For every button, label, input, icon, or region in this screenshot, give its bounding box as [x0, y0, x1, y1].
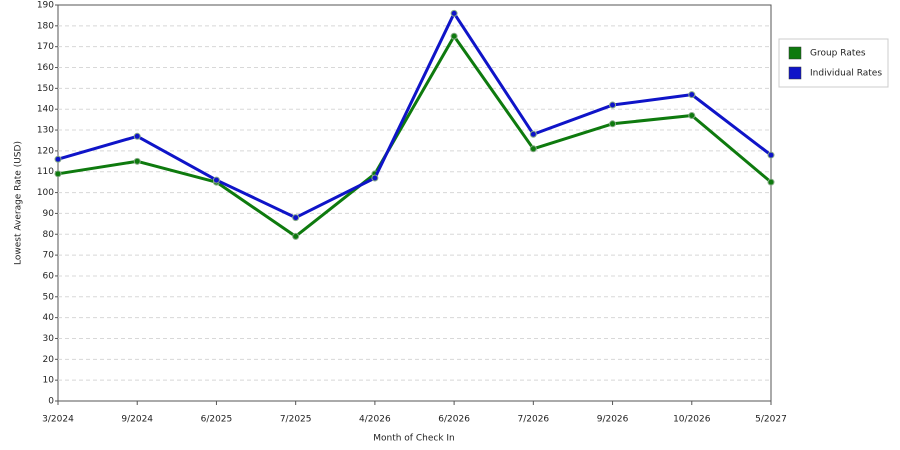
data-point: [609, 101, 617, 109]
data-point: [450, 32, 458, 40]
y-tick-label: 90: [43, 209, 55, 219]
data-point: [54, 170, 62, 178]
series-line: [57, 11, 772, 220]
x-tick-label: 10/2026: [673, 415, 711, 425]
y-tick-label: 70: [43, 251, 55, 261]
y-tick-label: 190: [37, 1, 54, 11]
x-tick-label: 6/2026: [438, 415, 470, 425]
data-point: [133, 132, 141, 140]
legend-label: Group Rates: [810, 49, 866, 59]
x-tick-label: 9/2026: [597, 415, 629, 425]
y-tick-label: 150: [37, 84, 54, 94]
y-tick-label: 80: [43, 230, 55, 240]
data-point: [54, 155, 62, 163]
series-line: [57, 34, 772, 238]
y-axis-label: Lowest Average Rate (USD): [14, 141, 24, 265]
x-tick-label: 7/2026: [517, 415, 549, 425]
legend-label: Individual Rates: [810, 69, 882, 79]
x-axis-label: Month of Check In: [373, 434, 455, 444]
x-tick-label: 3/2024: [42, 415, 74, 425]
x-tick-label: 7/2025: [280, 415, 312, 425]
y-tick-label: 50: [43, 292, 55, 302]
y-tick-label: 10: [43, 376, 55, 386]
y-tick-label: 20: [43, 355, 55, 365]
x-tick-label: 9/2024: [121, 415, 153, 425]
y-tick-label: 170: [37, 42, 54, 52]
y-tick-label: 60: [43, 271, 55, 281]
data-point: [212, 176, 220, 184]
data-point: [371, 174, 379, 182]
y-tick-label: 40: [43, 313, 55, 323]
data-point: [450, 9, 458, 17]
data-point: [529, 145, 537, 153]
legend-box: [778, 38, 889, 88]
y-tick-label: 0: [48, 397, 54, 407]
y-tick-label: 130: [37, 126, 54, 136]
y-tick-label: 140: [37, 105, 54, 115]
legend-swatch: [788, 66, 802, 80]
data-point: [133, 157, 141, 165]
x-tick-label: 5/2027: [755, 415, 787, 425]
data-point: [609, 120, 617, 128]
data-point: [688, 111, 696, 119]
y-tick-label: 180: [37, 21, 54, 31]
y-tick-label: 100: [37, 188, 54, 198]
legend-swatch: [788, 46, 802, 60]
y-tick-label: 120: [37, 146, 54, 156]
y-tick-label: 160: [37, 63, 54, 73]
data-point: [292, 214, 300, 222]
x-tick-label: 4/2026: [359, 415, 391, 425]
data-point: [292, 232, 300, 240]
data-point: [767, 151, 775, 159]
y-tick-label: 30: [43, 334, 55, 344]
x-tick-label: 6/2025: [201, 415, 233, 425]
data-point: [529, 130, 537, 138]
plot-frame: [57, 4, 772, 402]
data-point: [767, 178, 775, 186]
y-tick-label: 110: [37, 167, 54, 177]
data-point: [688, 91, 696, 99]
